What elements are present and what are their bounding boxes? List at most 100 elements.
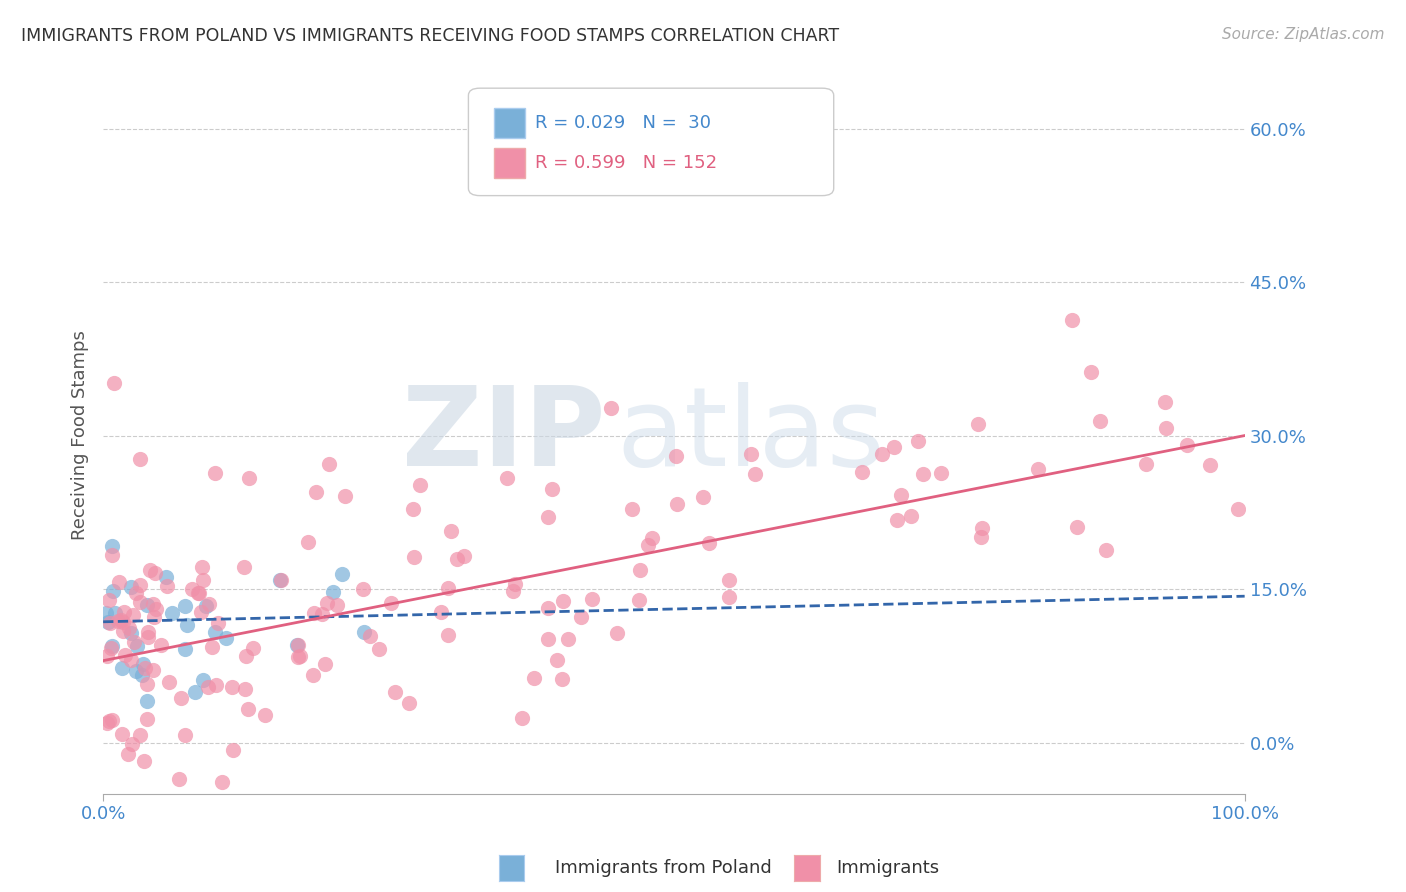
Point xyxy=(970,530,993,544)
Point xyxy=(1156,421,1178,435)
Point xyxy=(335,489,357,503)
Point xyxy=(628,563,651,577)
Point xyxy=(290,648,312,663)
Point xyxy=(326,598,349,612)
Point xyxy=(142,663,165,677)
Point xyxy=(692,491,714,505)
Point xyxy=(1199,458,1222,472)
Point xyxy=(569,610,592,624)
Point xyxy=(330,567,353,582)
Point xyxy=(96,716,118,731)
Point xyxy=(191,673,214,687)
Point xyxy=(143,609,166,624)
Point xyxy=(190,560,212,574)
Text: IMMIGRANTS FROM POLAND VS IMMIGRANTS RECEIVING FOOD STAMPS CORRELATION CHART: IMMIGRANTS FROM POLAND VS IMMIGRANTS REC… xyxy=(21,27,839,45)
Point xyxy=(697,535,720,549)
Point xyxy=(104,607,127,621)
Point xyxy=(110,613,132,627)
Point xyxy=(138,563,160,577)
Point xyxy=(101,539,124,553)
Point xyxy=(122,635,145,649)
Point xyxy=(302,607,325,621)
Point xyxy=(537,601,560,615)
Point xyxy=(359,629,381,643)
Point xyxy=(315,596,337,610)
Point xyxy=(193,573,215,587)
Point xyxy=(717,573,740,587)
Point xyxy=(167,772,190,787)
Point xyxy=(353,624,375,639)
Point xyxy=(242,641,264,656)
Point xyxy=(238,471,260,485)
Point xyxy=(132,657,155,672)
Point xyxy=(107,614,129,628)
Bar xyxy=(494,148,526,178)
Point xyxy=(197,680,219,694)
Point xyxy=(134,661,156,675)
FancyBboxPatch shape xyxy=(468,88,834,195)
Point xyxy=(103,376,125,390)
Point xyxy=(311,607,333,622)
Point xyxy=(666,497,689,511)
Point xyxy=(446,552,468,566)
Point xyxy=(269,573,291,587)
Point xyxy=(111,726,134,740)
Point xyxy=(100,548,122,562)
Point xyxy=(135,599,157,613)
Point xyxy=(637,538,659,552)
Text: Immigrants: Immigrants xyxy=(837,859,939,877)
Point xyxy=(233,560,256,574)
Point xyxy=(1135,458,1157,472)
Point xyxy=(851,465,873,479)
Point xyxy=(1095,542,1118,557)
Point xyxy=(184,685,207,699)
Point xyxy=(1227,501,1250,516)
Point xyxy=(641,531,664,545)
Point xyxy=(620,502,643,516)
Point xyxy=(111,661,134,675)
Point xyxy=(398,696,420,710)
Point xyxy=(541,482,564,496)
Point xyxy=(122,607,145,622)
Text: Source: ZipAtlas.com: Source: ZipAtlas.com xyxy=(1222,27,1385,42)
Y-axis label: Receiving Food Stamps: Receiving Food Stamps xyxy=(72,331,89,541)
Point xyxy=(367,642,389,657)
Point xyxy=(665,449,688,463)
Point xyxy=(1060,312,1083,326)
Point xyxy=(627,592,650,607)
Point xyxy=(111,624,134,639)
Point xyxy=(1153,395,1175,409)
Point xyxy=(1080,366,1102,380)
Point xyxy=(510,711,533,725)
Point xyxy=(101,713,124,727)
Point xyxy=(886,513,908,527)
Point xyxy=(170,690,193,705)
Point xyxy=(744,467,766,481)
Point xyxy=(404,550,426,565)
Point xyxy=(142,597,165,611)
Point xyxy=(160,606,183,620)
Point xyxy=(190,605,212,619)
Point xyxy=(155,570,177,584)
Point xyxy=(131,668,153,682)
Point xyxy=(502,583,524,598)
Point xyxy=(907,434,929,448)
Point xyxy=(129,595,152,609)
Point xyxy=(380,596,402,610)
Point xyxy=(121,737,143,751)
Point xyxy=(96,648,118,663)
Point xyxy=(174,642,197,657)
Point xyxy=(235,682,257,697)
Point xyxy=(929,467,952,481)
Point xyxy=(120,653,142,667)
Point xyxy=(550,672,572,686)
Point xyxy=(145,602,167,616)
Point xyxy=(128,451,150,466)
Point xyxy=(437,581,460,595)
Point xyxy=(495,471,517,485)
Point xyxy=(235,649,257,664)
Point xyxy=(176,617,198,632)
Point xyxy=(98,593,121,607)
Point xyxy=(222,743,245,757)
Point xyxy=(890,488,912,502)
